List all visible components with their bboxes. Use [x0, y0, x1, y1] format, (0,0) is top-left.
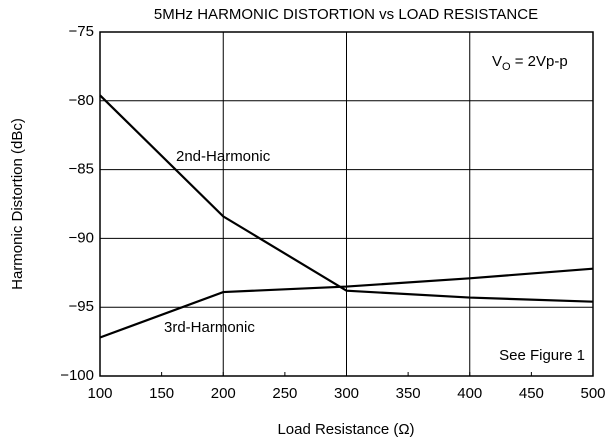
x-axis-label: Load Resistance (Ω) — [277, 421, 414, 438]
note: See Figure 1 — [499, 347, 585, 364]
series-line — [99, 267, 594, 339]
x-tick-label: 200 — [211, 385, 236, 402]
y-tick-label: −100 — [60, 367, 94, 384]
series-line — [99, 94, 594, 303]
y-tick-label: −80 — [69, 92, 94, 109]
condition-subscript: O — [502, 61, 511, 73]
condition-symbol: V — [492, 53, 502, 70]
x-tick-label: 100 — [87, 385, 112, 402]
series-label: 2nd-Harmonic — [176, 148, 271, 165]
x-tick-label: 500 — [580, 385, 605, 402]
x-tick-label: 250 — [272, 385, 297, 402]
x-tick-label: 300 — [334, 385, 359, 402]
y-tick-label: −90 — [69, 229, 94, 246]
x-tick-label: 450 — [519, 385, 544, 402]
series-label: 3rd-Harmonic — [164, 319, 255, 336]
x-tick-label: 350 — [396, 385, 421, 402]
y-axis-label: Harmonic Distortion (dBc) — [9, 118, 26, 290]
plot-frame — [99, 31, 594, 377]
y-tick-label: −75 — [69, 23, 94, 40]
chart-title: 5MHz HARMONIC DISTORTION vs LOAD RESISTA… — [154, 6, 538, 23]
x-tick-label: 400 — [457, 385, 482, 402]
condition-text: = 2Vp-p — [511, 53, 568, 70]
x-tick-label: 150 — [149, 385, 174, 402]
y-tick-label: −85 — [69, 161, 94, 178]
y-tick-label: −95 — [69, 298, 94, 315]
condition-annotation: VO = 2Vp-p — [492, 53, 568, 73]
